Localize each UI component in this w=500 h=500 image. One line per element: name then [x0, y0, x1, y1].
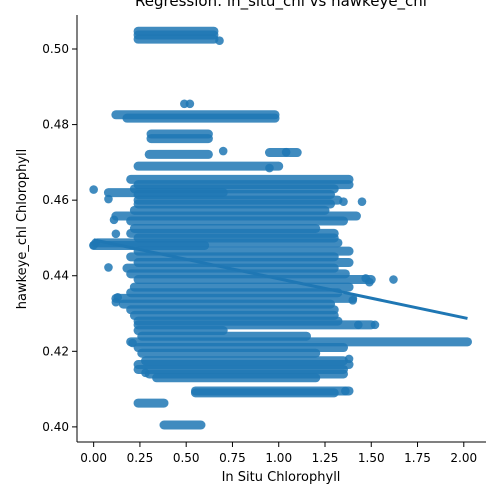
- scatter-point-23: [344, 354, 354, 364]
- y-tick-label-0: 0.40: [42, 420, 69, 434]
- chart-title: Regression: in_situ_chl vs hawkeye_chl: [135, 0, 427, 11]
- scatter-point-2: [180, 99, 189, 109]
- x-tick-label-0: 0.00: [80, 451, 107, 465]
- scatter-point-11: [111, 297, 121, 307]
- scatter-point-24: [341, 386, 350, 396]
- y-tick-label-2: 0.44: [42, 269, 69, 283]
- scatter-point-14: [281, 147, 291, 157]
- scatter-point-25: [265, 163, 274, 173]
- x-tick-label-4: 1.00: [265, 451, 292, 465]
- scatter-point-0: [215, 36, 224, 45]
- scatter-point-3: [89, 185, 98, 194]
- scatter-point-12: [128, 338, 137, 348]
- scatter-point-26: [218, 146, 228, 156]
- scatter-point-22: [370, 320, 380, 330]
- scatter-point-4: [104, 194, 113, 204]
- x-axis-label: In Situ Chlorophyll: [222, 470, 341, 485]
- regression-line: [93, 238, 468, 320]
- scatter-point-6: [111, 229, 121, 239]
- x-tick-label-1: 0.25: [127, 451, 154, 465]
- scatter-point-21: [354, 320, 363, 330]
- y-tick-label-4: 0.48: [42, 118, 69, 132]
- x-tick-label-3: 0.75: [219, 451, 246, 465]
- scatter-point-9: [104, 263, 113, 272]
- scatter-point-20: [348, 295, 358, 305]
- y-tick-label-5: 0.50: [42, 42, 69, 56]
- x-tick-label-7: 1.75: [404, 451, 431, 465]
- scatter-point-18: [365, 277, 374, 287]
- scatter-point-15: [339, 197, 348, 206]
- y-axis-label: hawkeye_chl Chlorophyll: [15, 149, 30, 310]
- x-tick-label-2: 0.50: [173, 451, 200, 465]
- scatter-point-5: [109, 215, 119, 225]
- y-tick-label-3: 0.46: [42, 193, 69, 207]
- scatter-point-16: [357, 197, 367, 206]
- axes: 0.00 0.25 0.50 0.75 1.00 1.25 1.50 1.75 2.00 0.40…: [42, 15, 486, 465]
- scatter-marks: [89, 26, 472, 430]
- scatter-point-19: [389, 275, 398, 284]
- x-tick-label-8: 2.00: [450, 451, 477, 465]
- x-tick-label-6: 1.50: [358, 451, 385, 465]
- x-tick-label-5: 1.25: [312, 451, 339, 465]
- scatter-point-13: [141, 368, 150, 378]
- y-tick-label-1: 0.42: [42, 344, 69, 358]
